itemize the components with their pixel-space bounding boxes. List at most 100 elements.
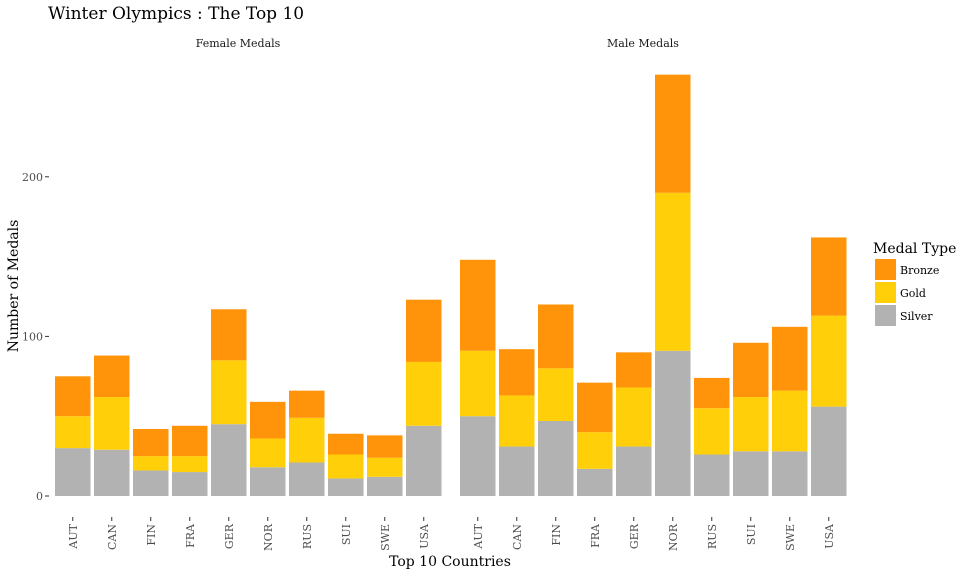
legend-label: Silver: [900, 310, 933, 323]
bar-gold: [460, 350, 496, 417]
bar-gold: [655, 192, 691, 351]
bar-gold: [499, 395, 535, 447]
x-tick-label: GER: [223, 523, 236, 549]
bar-silver: [811, 406, 847, 496]
chart-title: Winter Olympics : The Top 10: [48, 4, 304, 24]
bar-silver: [538, 420, 574, 496]
bar-bronze: [250, 401, 286, 439]
bar-bronze: [733, 342, 769, 398]
bar-gold: [616, 387, 652, 447]
bar-bronze: [172, 425, 208, 457]
bar-bronze: [289, 390, 325, 418]
x-tick-label: RUS: [301, 524, 314, 549]
legend-swatch: [875, 259, 896, 280]
bar-bronze: [811, 237, 847, 316]
bar-gold: [694, 408, 730, 455]
legend-label: Bronze: [900, 264, 939, 277]
bar-bronze: [772, 326, 808, 391]
bar-gold: [733, 397, 769, 452]
x-tick-label: USA: [823, 523, 836, 549]
bar-silver: [616, 446, 652, 496]
facet-label: Male Medals: [607, 37, 679, 50]
x-tick-label: FIN: [145, 524, 158, 546]
x-axis-title: Top 10 Countries: [389, 554, 511, 570]
bar-gold: [133, 456, 169, 471]
bar-silver: [133, 470, 169, 496]
bar-gold: [328, 454, 364, 479]
bar-bronze: [133, 428, 169, 457]
x-tick-label: CAN: [511, 524, 524, 550]
bar-silver: [289, 462, 325, 496]
y-axis-title: Number of Medals: [6, 220, 22, 353]
y-tick-label: 0: [36, 490, 43, 503]
bar-bronze: [655, 74, 691, 193]
y-tick-label: 100: [22, 330, 43, 343]
bar-gold: [55, 416, 91, 449]
legend-swatch: [875, 305, 896, 326]
legend-label: Gold: [900, 287, 926, 300]
bar-bronze: [328, 433, 364, 455]
x-tick-label: AUT: [472, 523, 485, 549]
legend: Medal Type Bronze Gold Silver: [873, 241, 956, 326]
bar-bronze: [406, 299, 442, 362]
bar-gold: [772, 390, 808, 452]
bar-gold: [289, 417, 325, 463]
facet-panel: Female Medals AUT CAN FIN FRA GER NOR RUS SUI SWE…: [55, 37, 442, 551]
bar-silver: [499, 446, 535, 496]
bar-gold: [811, 315, 847, 407]
bar-bronze: [694, 377, 730, 409]
bar-gold: [367, 457, 403, 477]
bar-silver: [328, 478, 364, 496]
bar-silver: [94, 449, 130, 496]
bar-silver: [460, 416, 496, 496]
bar-silver: [250, 467, 286, 496]
bar-bronze: [211, 309, 247, 361]
bar-silver: [211, 424, 247, 496]
x-tick-label: FRA: [589, 523, 602, 548]
legend-title: Medal Type: [873, 241, 956, 257]
bar-silver: [577, 468, 613, 496]
x-tick-label: USA: [418, 523, 431, 549]
bar-bronze: [577, 382, 613, 433]
bar-bronze: [55, 376, 91, 417]
bar-gold: [172, 456, 208, 473]
x-tick-label: SUI: [340, 524, 353, 545]
bar-silver: [367, 476, 403, 496]
y-axis: 0 100 200: [22, 171, 49, 503]
legend-item: Bronze: [875, 259, 939, 280]
x-tick-label: GER: [628, 523, 641, 549]
bar-silver: [733, 451, 769, 496]
bar-silver: [772, 451, 808, 496]
x-tick-label: FIN: [550, 524, 563, 546]
x-tick-label: CAN: [106, 524, 119, 550]
legend-item: Silver: [875, 305, 933, 326]
bar-gold: [250, 438, 286, 468]
x-tick-label: FRA: [184, 523, 197, 548]
bar-gold: [577, 432, 613, 469]
facet-label: Female Medals: [196, 37, 281, 50]
x-tick-label: RUS: [706, 524, 719, 549]
x-tick-label: NOR: [262, 523, 275, 551]
bar-silver: [172, 472, 208, 496]
bar-bronze: [538, 304, 574, 369]
bar-bronze: [367, 435, 403, 458]
y-tick-label: 200: [22, 171, 43, 184]
bar-gold: [406, 361, 442, 426]
x-tick-label: AUT: [67, 523, 80, 549]
legend-swatch: [875, 282, 896, 303]
bar-silver: [55, 448, 91, 496]
legend-item: Gold: [875, 282, 926, 303]
x-tick-label: SWE: [784, 524, 797, 551]
bar-bronze: [616, 352, 652, 388]
facets: Female Medals AUT CAN FIN FRA GER NOR RUS SUI SWE…: [55, 37, 847, 551]
x-tick-label: NOR: [667, 523, 680, 551]
bar-silver: [694, 454, 730, 496]
bar-silver: [406, 425, 442, 496]
bar-gold: [538, 368, 574, 421]
facet-panel: Male Medals AUT CAN FIN FRA GER NOR RUS SUI SWE US…: [460, 37, 847, 551]
bar-bronze: [94, 355, 130, 398]
x-tick-label: SUI: [745, 524, 758, 545]
bar-silver: [655, 350, 691, 496]
bar-bronze: [499, 349, 535, 396]
